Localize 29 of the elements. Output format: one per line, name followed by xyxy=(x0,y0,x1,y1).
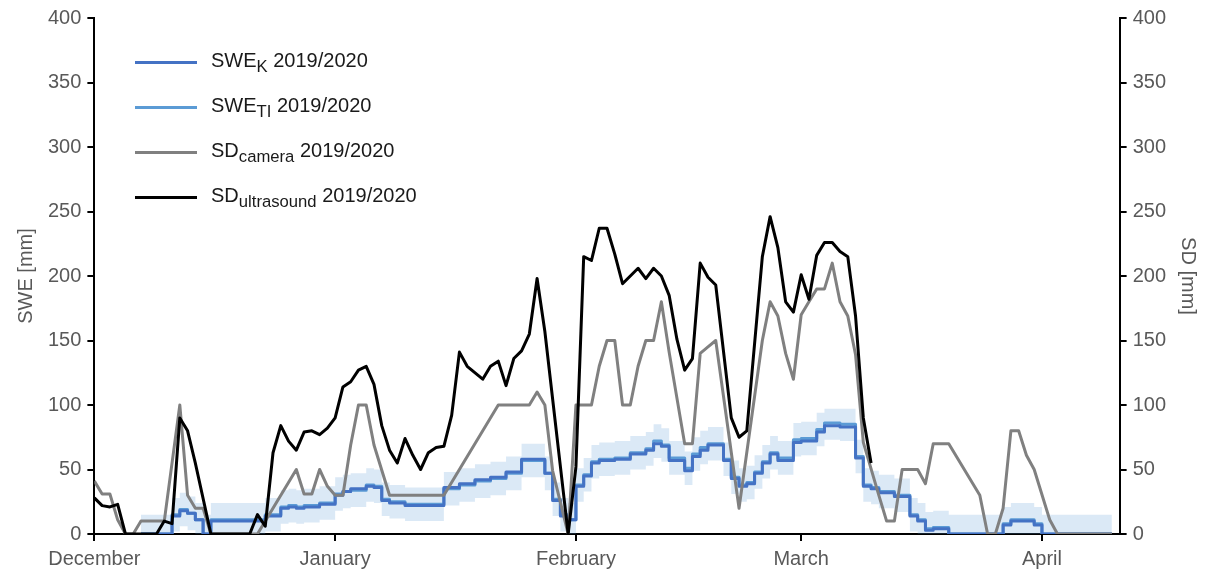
y2-tick-label: 250 xyxy=(1132,199,1167,222)
y2-axis-title: SD [mm] xyxy=(1178,237,1201,315)
y-tick-label: 400 xyxy=(47,5,82,28)
y2-tick-label: 350 xyxy=(1132,70,1167,93)
x-tick-label: February xyxy=(535,546,616,569)
legend-label: SWE$_{TI}$ 2019/2020 xyxy=(211,93,372,122)
y-tick-label: 200 xyxy=(47,263,82,286)
y2-tick-label: 400 xyxy=(1132,5,1167,28)
y2-tick-label: 0 xyxy=(1132,521,1144,544)
y-tick-label: 100 xyxy=(47,392,82,415)
legend-label: SWE$_{K}$ 2019/2020 xyxy=(211,48,368,77)
y-tick-label: 50 xyxy=(59,457,82,480)
y-tick-label: 0 xyxy=(70,521,82,544)
y-tick-label: 300 xyxy=(47,134,82,157)
x-tick-label: January xyxy=(299,546,371,569)
y-tick-label: 250 xyxy=(47,199,82,222)
legend-label: SD$_{ultrasound}$ 2019/2020 xyxy=(211,183,417,212)
y-axis-title: SWE [mm] xyxy=(13,228,36,324)
x-tick-label: December xyxy=(48,546,141,569)
y2-tick-label: 100 xyxy=(1132,392,1167,415)
legend-label: SD$_{camera}$ 2019/2020 xyxy=(211,138,395,167)
y2-tick-label: 300 xyxy=(1132,134,1167,157)
x-tick-label: April xyxy=(1021,546,1062,569)
y-tick-label: 150 xyxy=(47,328,82,351)
y2-tick-label: 50 xyxy=(1132,457,1155,480)
y2-tick-label: 150 xyxy=(1132,328,1167,351)
y2-tick-label: 200 xyxy=(1132,263,1167,286)
y-tick-label: 350 xyxy=(47,70,82,93)
x-tick-label: March xyxy=(773,546,829,569)
